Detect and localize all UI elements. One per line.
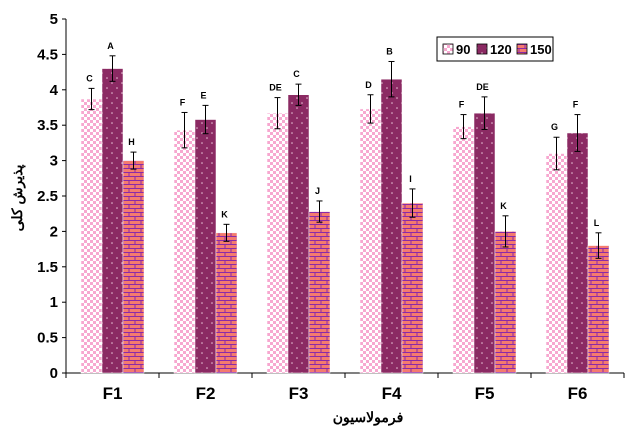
y-tick-label: 1.5 [37,259,58,276]
bar-90-F6 [545,153,568,374]
legend-label-150: 150 [530,42,552,57]
significance-letter: F [180,97,186,107]
significance-letter: F [573,100,579,110]
x-category-label: F1 [103,384,123,403]
significance-letter: K [221,209,228,219]
significance-letter: G [551,122,558,132]
x-axis-title: فرمولاسیون [333,409,404,426]
bar-150-F5 [494,231,517,374]
bar-150-F3 [308,211,331,374]
significance-letter: DE [476,82,489,92]
significance-letter: K [500,201,507,211]
significance-letter: I [409,174,412,184]
bar-150-F4 [401,202,424,374]
legend: 90 120 150 [436,36,554,62]
legend-label-90: 90 [456,42,470,57]
bar-90-F4 [359,108,382,374]
bar-90-F1 [80,98,103,374]
significance-letter: C [293,69,300,79]
y-tick-label: 4 [50,82,59,99]
legend-swatch-150 [516,43,528,55]
significance-letter: L [594,218,600,228]
bar-150-F1 [122,160,145,374]
significance-letter: DE [269,83,282,93]
y-axis-title: پذیرش کلی [9,164,26,231]
bar-120-F1 [101,68,124,374]
legend-box [436,36,554,62]
significance-letter: J [315,186,320,196]
bar-90-F3 [266,112,289,374]
significance-letter: H [128,137,135,147]
y-tick-label: 5 [50,11,58,28]
y-tick-label: 2 [50,223,58,240]
x-category-label: F5 [475,384,495,403]
bar-90-F5 [452,126,475,374]
bar-150-F6 [587,245,610,374]
x-category-label: F2 [196,384,216,403]
y-tick-label: 3 [50,153,58,170]
y-tick-label: 3.5 [37,117,58,134]
legend-swatch-90 [442,43,454,55]
significance-letter: E [200,90,206,100]
y-tick-label: 1 [50,294,58,311]
bar-120-F3 [287,94,310,374]
y-tick-label: 2.5 [37,188,58,205]
x-category-label: F3 [289,384,309,403]
x-category-label: F4 [382,384,402,403]
significance-letter: B [386,46,393,56]
bar-120-F2 [194,119,217,374]
y-tick-label: 0 [50,365,58,382]
legend-swatch-120 [476,43,488,55]
bar-120-F5 [473,112,496,374]
significance-letter: F [459,100,465,110]
significance-letter: C [86,73,93,83]
significance-letter: D [365,80,372,90]
x-category-label: F6 [568,384,588,403]
bar-120-F4 [380,78,403,374]
y-tick-label: 0.5 [37,330,58,347]
significance-letter: A [107,41,114,51]
bar-150-F2 [215,232,238,374]
bar-120-F6 [566,132,589,374]
y-tick-label: 4.5 [37,46,58,63]
bar-90-F2 [173,129,196,374]
legend-label-120: 120 [490,42,512,57]
